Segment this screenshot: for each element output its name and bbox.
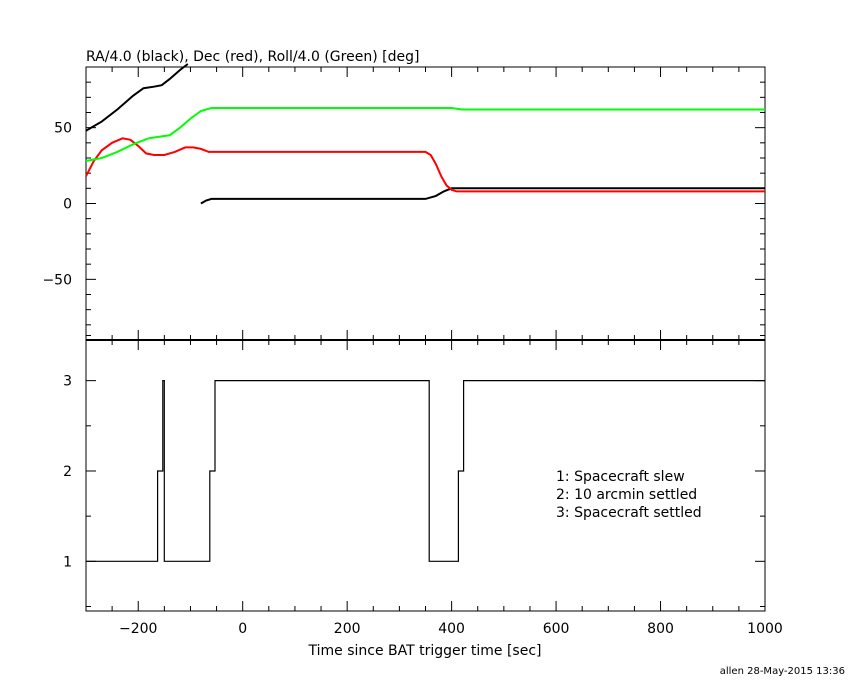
bottom-panel-series bbox=[86, 380, 765, 562]
top-panel-series bbox=[85, 63, 765, 205]
bottom-y-tick-label: 1 bbox=[63, 554, 72, 570]
footer-stamp: allen 28-May-2015 13:36 bbox=[720, 666, 845, 677]
roll-series-line bbox=[85, 107, 765, 162]
bottom-panel: −200 0 200 400 600 800 1000 1 2 3 Time since BAT … bbox=[63, 334, 783, 659]
bottom-panel-ticks: −200 0 200 400 600 800 1000 1 2 3 bbox=[63, 334, 783, 637]
top-y-tick-label: 0 bbox=[63, 197, 72, 213]
legend-entry-2: 2: 10 arcmin settled bbox=[556, 487, 697, 503]
x-tick-label: −200 bbox=[119, 621, 157, 637]
x-tick-label: 1000 bbox=[747, 621, 783, 637]
x-tick-label: 800 bbox=[647, 621, 674, 637]
x-tick-label: 0 bbox=[238, 621, 247, 637]
x-tick-label: 400 bbox=[438, 621, 465, 637]
top-panel-title: RA/4.0 (black), Dec (red), Roll/4.0 (Gre… bbox=[86, 49, 419, 65]
top-y-tick-label: 50 bbox=[54, 121, 72, 137]
dec-series-line bbox=[85, 137, 765, 193]
x-tick-label: 600 bbox=[543, 621, 570, 637]
bottom-y-tick-label: 3 bbox=[63, 374, 72, 390]
top-y-tick-label: −50 bbox=[42, 272, 72, 288]
top-panel: RA/4.0 (black), Dec (red), Roll/4.0 (Gre… bbox=[42, 49, 766, 341]
bottom-y-tick-label: 2 bbox=[63, 464, 72, 480]
legend-entry-1: 1: Spacecraft slew bbox=[556, 469, 685, 485]
legend-entry-3: 3: Spacecraft settled bbox=[556, 505, 702, 521]
ra-series-line bbox=[85, 63, 189, 132]
x-axis-label: Time since BAT trigger time [sec] bbox=[308, 643, 542, 659]
ra-series-line bbox=[200, 187, 765, 205]
x-tick-label: 200 bbox=[334, 621, 361, 637]
settling-status-line bbox=[86, 380, 765, 562]
